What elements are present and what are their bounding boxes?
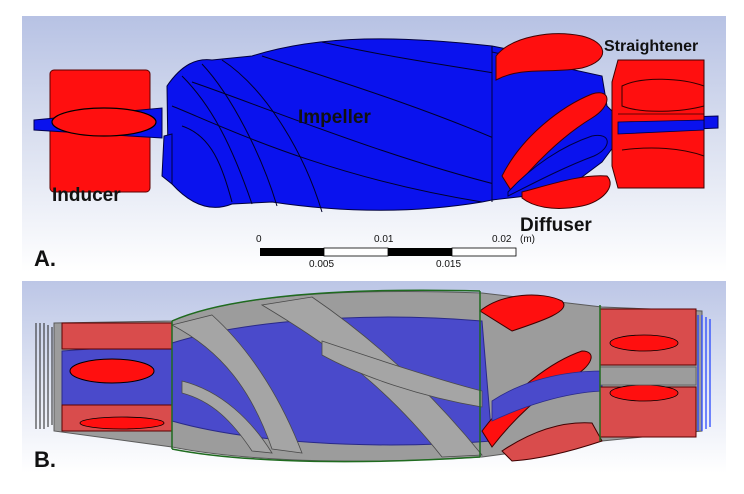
mesh-diffuser-blade-top	[479, 294, 565, 332]
label-straightener: Straightener	[604, 38, 699, 55]
scale-unit: (m)	[520, 234, 535, 245]
label-inducer: Inducer	[52, 185, 121, 206]
scale-tick-0: 0	[256, 234, 262, 245]
pump-mesh-model	[35, 289, 711, 463]
mesh-outlet-channel	[599, 366, 697, 386]
label-diffuser: Diffuser	[520, 215, 592, 236]
panel-letter-b: B.	[34, 447, 56, 472]
pump-solid-model	[33, 33, 719, 257]
outlet-boundary-markers	[697, 315, 711, 431]
diffuser-section	[491, 33, 618, 209]
scale-tick-0-02: 0.02	[492, 234, 512, 245]
panel-letter-a: A.	[34, 246, 56, 271]
impeller-body	[161, 38, 523, 213]
mesh-inducer-pad-top	[61, 322, 173, 350]
mesh-interface-edges	[171, 289, 601, 463]
scale-tick-0-005: 0.005	[309, 259, 335, 270]
mesh-inducer-blade-lower	[79, 416, 165, 430]
straightener-housing	[611, 59, 705, 189]
mesh-diffuser-blade-low	[501, 422, 603, 462]
scale-bar	[260, 247, 517, 257]
mesh-straightener-vane-bottom	[609, 384, 679, 402]
mesh-impeller-blades	[170, 296, 483, 458]
inlet-boundary-markers	[35, 323, 53, 429]
panel-a-solid-model: A. Inducer Impeller Straightener Diffuse…	[22, 16, 726, 272]
label-impeller: Impeller	[298, 107, 371, 128]
mesh-inducer-blade	[69, 358, 155, 384]
inducer-blade	[51, 107, 157, 137]
scale-tick-0-01: 0.01	[374, 234, 394, 245]
scale-tick-0-015: 0.015	[436, 259, 462, 270]
panel-b-mesh-model: B.	[22, 281, 726, 473]
mesh-straightener-vane-top	[609, 334, 679, 352]
